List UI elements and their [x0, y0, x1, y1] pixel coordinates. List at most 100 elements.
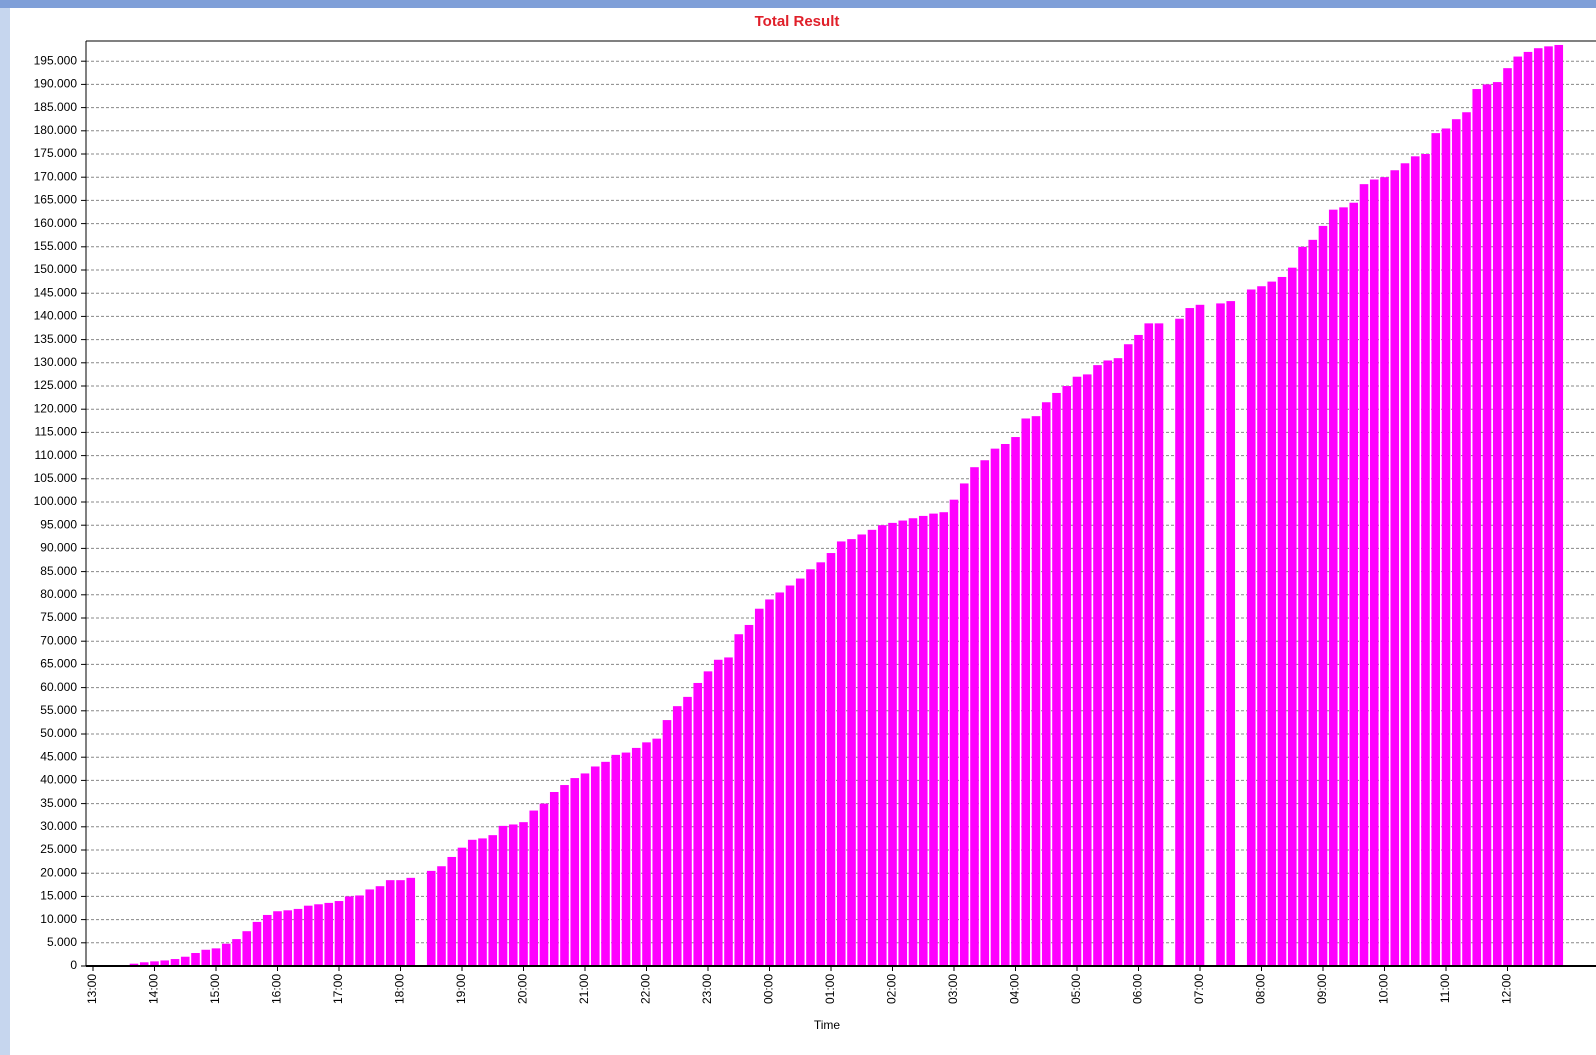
bar [1267, 281, 1277, 967]
y-tick-label: 100.000 [34, 494, 78, 508]
bar [1277, 276, 1287, 967]
bar [221, 943, 231, 966]
header-band [0, 0, 1596, 8]
bar [1328, 209, 1338, 966]
bar [1000, 444, 1010, 966]
y-tick-label: 25.000 [40, 842, 77, 856]
bar [1462, 112, 1471, 967]
y-tick-label: 75.000 [40, 610, 77, 624]
bar [1431, 133, 1441, 966]
bar [232, 939, 241, 966]
bar [929, 513, 938, 966]
bar [1082, 374, 1092, 966]
bar [693, 682, 703, 966]
x-tick-label: 13:00 [85, 974, 99, 1004]
bar [918, 515, 928, 966]
bar [1154, 323, 1164, 966]
bar [478, 838, 487, 966]
bar [631, 747, 641, 966]
bar [396, 880, 405, 966]
bar [1523, 51, 1533, 967]
y-tick-label: 155.000 [34, 239, 78, 253]
x-tick-label: 06:00 [1131, 974, 1145, 1004]
bar [1226, 301, 1236, 966]
bar [180, 956, 190, 966]
bar [1246, 289, 1256, 966]
bar [1062, 386, 1072, 966]
bar [806, 569, 815, 966]
bar [303, 905, 313, 966]
bar [529, 810, 539, 966]
bar [1410, 156, 1420, 966]
y-tick-label: 185.000 [34, 100, 78, 114]
y-tick-label: 170.000 [34, 169, 78, 183]
y-tick-label: 135.000 [34, 332, 78, 346]
bar [1503, 68, 1512, 966]
y-tick-label: 30.000 [40, 819, 77, 833]
bar [744, 624, 754, 966]
bar [508, 824, 518, 966]
x-tick-label: 17:00 [331, 974, 345, 1004]
bar [1175, 318, 1184, 967]
y-tick-label: 140.000 [34, 309, 78, 323]
bar [611, 754, 621, 966]
y-tick-label: 95.000 [40, 517, 77, 531]
bar [713, 659, 723, 966]
x-tick-label: 00:00 [762, 974, 776, 1004]
y-tick-label: 55.000 [40, 703, 77, 717]
y-tick-label: 0 [70, 958, 77, 972]
bar [1031, 416, 1041, 966]
bar [293, 908, 303, 966]
bar [1072, 376, 1082, 967]
bar [970, 467, 979, 966]
bar [980, 460, 990, 966]
bar [949, 499, 959, 966]
bar [1400, 163, 1410, 966]
bar [1123, 344, 1133, 966]
bar [201, 949, 211, 966]
y-tick-label: 150.000 [34, 262, 78, 276]
bar [847, 539, 856, 966]
bar [703, 671, 713, 966]
bar [1533, 48, 1543, 966]
bar [1216, 303, 1225, 967]
y-tick-label: 80.000 [40, 587, 77, 601]
bar [1052, 392, 1061, 967]
bar [939, 512, 949, 966]
y-tick-label: 195.000 [34, 53, 78, 67]
bar [816, 562, 826, 966]
bar [426, 870, 436, 966]
y-tick-label: 85.000 [40, 564, 77, 578]
x-tick-label: 10:00 [1377, 974, 1391, 1004]
bar [1103, 360, 1113, 967]
bar [601, 761, 610, 966]
bar [590, 766, 600, 966]
bar [139, 962, 149, 966]
y-tick-label: 145.000 [34, 285, 78, 299]
x-tick-label: 12:00 [1500, 974, 1514, 1004]
bar [457, 847, 467, 966]
y-tick-label: 70.000 [40, 633, 77, 647]
bar [1144, 323, 1154, 966]
x-tick-label: 22:00 [639, 974, 653, 1004]
y-tick-label: 60.000 [40, 680, 77, 694]
bar [1472, 89, 1482, 967]
bar [1482, 84, 1492, 966]
bar [785, 585, 795, 966]
bar [898, 520, 908, 966]
bar [1544, 46, 1553, 967]
bar [662, 720, 672, 966]
bar [375, 886, 385, 966]
bar [519, 822, 528, 966]
y-tick-label: 190.000 [34, 77, 78, 91]
y-tick-label: 40.000 [40, 773, 77, 787]
x-tick-label: 03:00 [946, 974, 960, 1004]
bar [1318, 225, 1328, 967]
bar [1441, 128, 1451, 967]
bar [857, 534, 867, 966]
bar [621, 752, 631, 966]
bar [795, 578, 805, 966]
bar [1513, 56, 1523, 967]
y-tick-label: 160.000 [34, 216, 78, 230]
